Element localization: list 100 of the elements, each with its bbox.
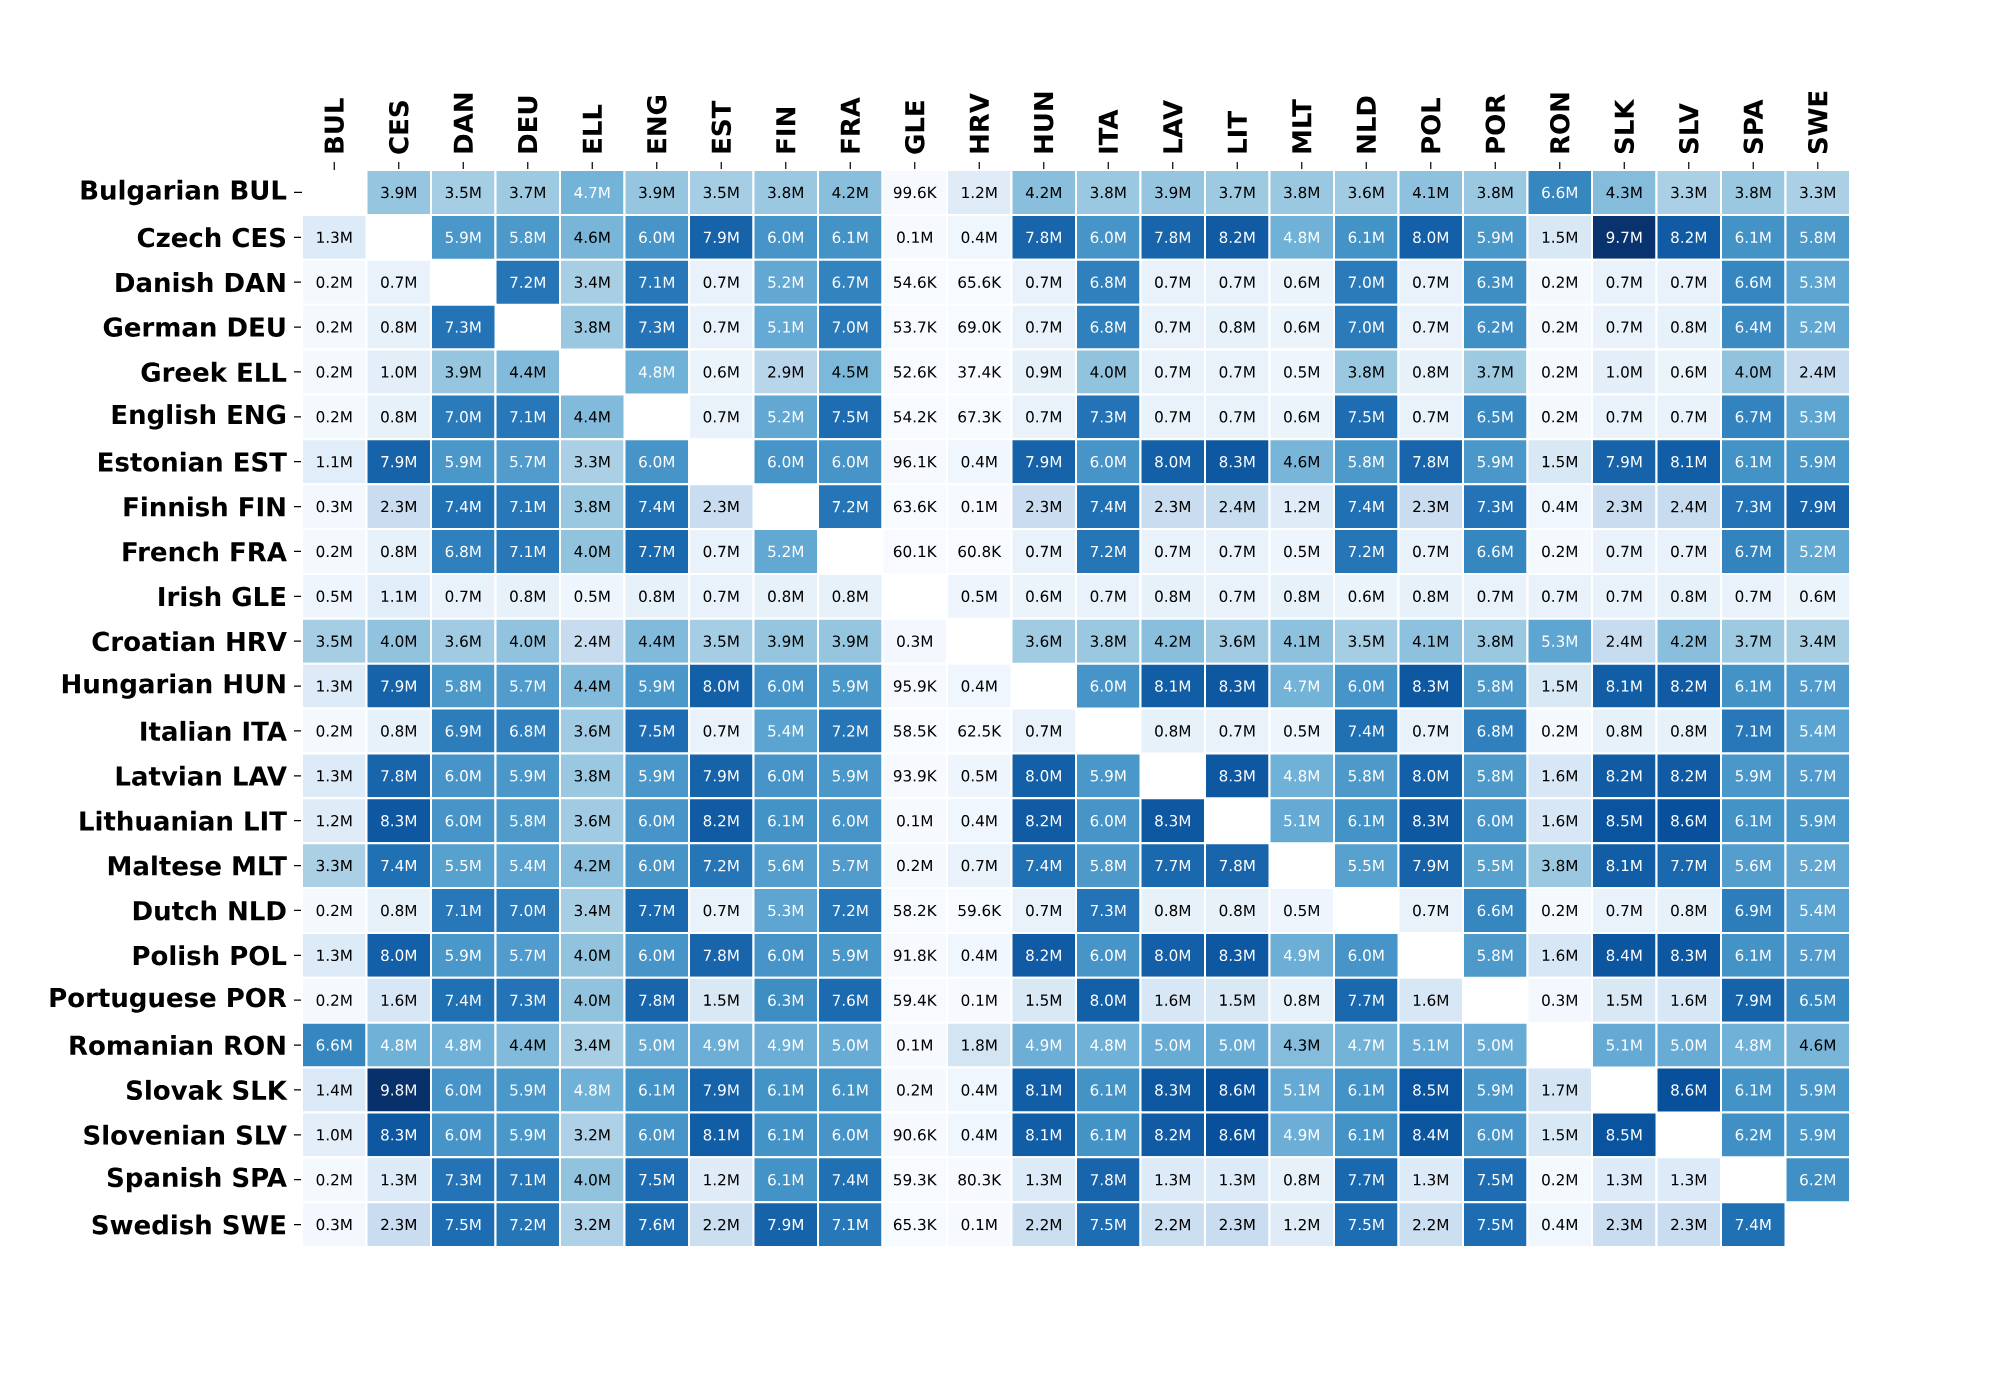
data-label: 8.0M [1155, 455, 1190, 468]
data-label: 7.5M [1477, 1218, 1513, 1231]
data-label: 6.0M [768, 680, 803, 692]
data-label: 0.2M [316, 725, 352, 737]
data-label: 1.6M [1542, 949, 1577, 962]
data-label: 4.9M [1025, 1039, 1061, 1051]
data-label: 0.7M [1155, 276, 1190, 288]
data-label: 0.8M [381, 725, 416, 737]
data-label: 0.7M [1671, 411, 1706, 423]
y-tick-label: Romanian RON [70, 1035, 285, 1056]
data-label: 4.9M [1283, 1129, 1319, 1141]
data-label: 7.5M [1348, 1218, 1384, 1231]
data-label: 8.0M [1413, 231, 1448, 244]
y-tick-label: Polish POL [133, 945, 287, 966]
data-label: 9.7M [1606, 231, 1642, 244]
data-label: 1.1M [317, 456, 352, 468]
data-label: 0.7M [1606, 590, 1642, 603]
x-tick-label: NLD [1356, 96, 1376, 153]
data-label: 3.8M [1090, 635, 1126, 647]
data-label: 8.3M [1219, 680, 1255, 692]
data-label: 6.0M [1090, 455, 1126, 468]
data-label: 5.6M [1735, 859, 1771, 872]
data-label: 4.2M [832, 186, 868, 199]
data-label: 5.0M [1671, 1039, 1706, 1051]
y-tick-label: Czech CES [137, 227, 286, 248]
x-tick-label: ELL [582, 104, 602, 153]
data-label: 0.2M [1542, 366, 1577, 378]
data-label: 0.7M [1413, 904, 1448, 917]
data-label: 0.7M [1155, 366, 1190, 378]
data-label: 0.8M [1284, 590, 1319, 603]
data-label: 7.0M [445, 411, 481, 423]
data-label: 8.3M [1155, 1084, 1190, 1096]
data-label: 0.7M [1090, 590, 1126, 603]
data-label: 5.4M [510, 859, 545, 872]
data-label: 3.6M [574, 814, 610, 827]
data-label: 1.8M [962, 1039, 997, 1051]
data-label: 0.1M [897, 1039, 932, 1051]
data-label: 0.8M [1413, 366, 1448, 378]
data-label: 0.4M [961, 1084, 997, 1096]
data-label: 0.2M [1542, 1173, 1577, 1186]
y-tick-label: Spanish SPA [107, 1167, 287, 1193]
data-label: 4.1M [1283, 635, 1319, 647]
data-label: 91.8K [893, 949, 937, 962]
data-label: 8.1M [1155, 680, 1190, 692]
data-label: 5.3M [1542, 635, 1577, 647]
data-label: 1.5M [1542, 1129, 1577, 1141]
data-label: 5.9M [445, 949, 481, 962]
data-label: 4.0M [574, 1173, 610, 1186]
data-label: 5.8M [510, 814, 545, 827]
data-label: 3.6M [1348, 186, 1384, 199]
data-label: 4.4M [509, 366, 545, 378]
data-label: 7.9M [381, 455, 416, 468]
data-label: 7.3M [1090, 904, 1126, 917]
data-label: 4.0M [1735, 366, 1771, 378]
data-label: 2.3M [381, 1218, 416, 1231]
data-label: 6.0M [639, 859, 674, 872]
data-label: 2.2M [1155, 1218, 1190, 1231]
data-label: 4.9M [767, 1039, 803, 1051]
data-label: 7.7M [1348, 1174, 1384, 1186]
data-label: 3.8M [1348, 366, 1384, 378]
data-label: 7.2M [832, 725, 868, 737]
data-label: 6.0M [639, 1129, 674, 1141]
data-label: 7.4M [445, 501, 481, 513]
data-label: 0.7M [1219, 590, 1255, 603]
data-label: 0.5M [1284, 725, 1319, 737]
data-label: 54.6K [894, 276, 937, 288]
data-label: 7.3M [639, 321, 674, 333]
data-label: 7.9M [703, 770, 739, 782]
data-label: 5.9M [1477, 455, 1513, 468]
y-tick-label: Irish GLE [159, 586, 286, 607]
data-label: 5.0M [1219, 1039, 1255, 1051]
data-label: 6.0M [639, 949, 674, 962]
data-label: 52.6K [894, 366, 937, 378]
data-label: 0.7M [1413, 276, 1448, 288]
data-label: 3.8M [1735, 186, 1771, 199]
data-label: 4.4M [638, 635, 674, 647]
data-label: 0.2M [1542, 276, 1577, 288]
data-label: 5.1M [1413, 1039, 1448, 1051]
data-label: 93.9K [893, 770, 937, 782]
data-label: 7.9M [703, 1084, 739, 1096]
data-label: 0.7M [1606, 321, 1642, 333]
data-label: 6.1M [768, 1084, 803, 1096]
data-label: 3.7M [1477, 366, 1513, 378]
data-label: 0.8M [1413, 590, 1448, 603]
x-tick-label: POR [1485, 94, 1506, 153]
data-label: 0.4M [961, 231, 997, 244]
data-label: 6.9M [1735, 904, 1771, 917]
data-label: 8.1M [703, 1129, 739, 1141]
data-label: 4.7M [1348, 1039, 1384, 1051]
data-label: 6.1M [1735, 231, 1771, 244]
data-label: 1.2M [962, 186, 997, 199]
data-label: 3.9M [639, 186, 674, 199]
data-label: 0.7M [703, 904, 739, 917]
data-label: 2.3M [1606, 1218, 1642, 1231]
data-label: 5.8M [1800, 231, 1835, 244]
data-label: 4.2M [1670, 635, 1706, 647]
data-label: 0.8M [1606, 725, 1642, 737]
data-label: 8.4M [1413, 1129, 1448, 1141]
data-label: 7.7M [639, 545, 674, 557]
data-label: 0.7M [1219, 366, 1255, 378]
